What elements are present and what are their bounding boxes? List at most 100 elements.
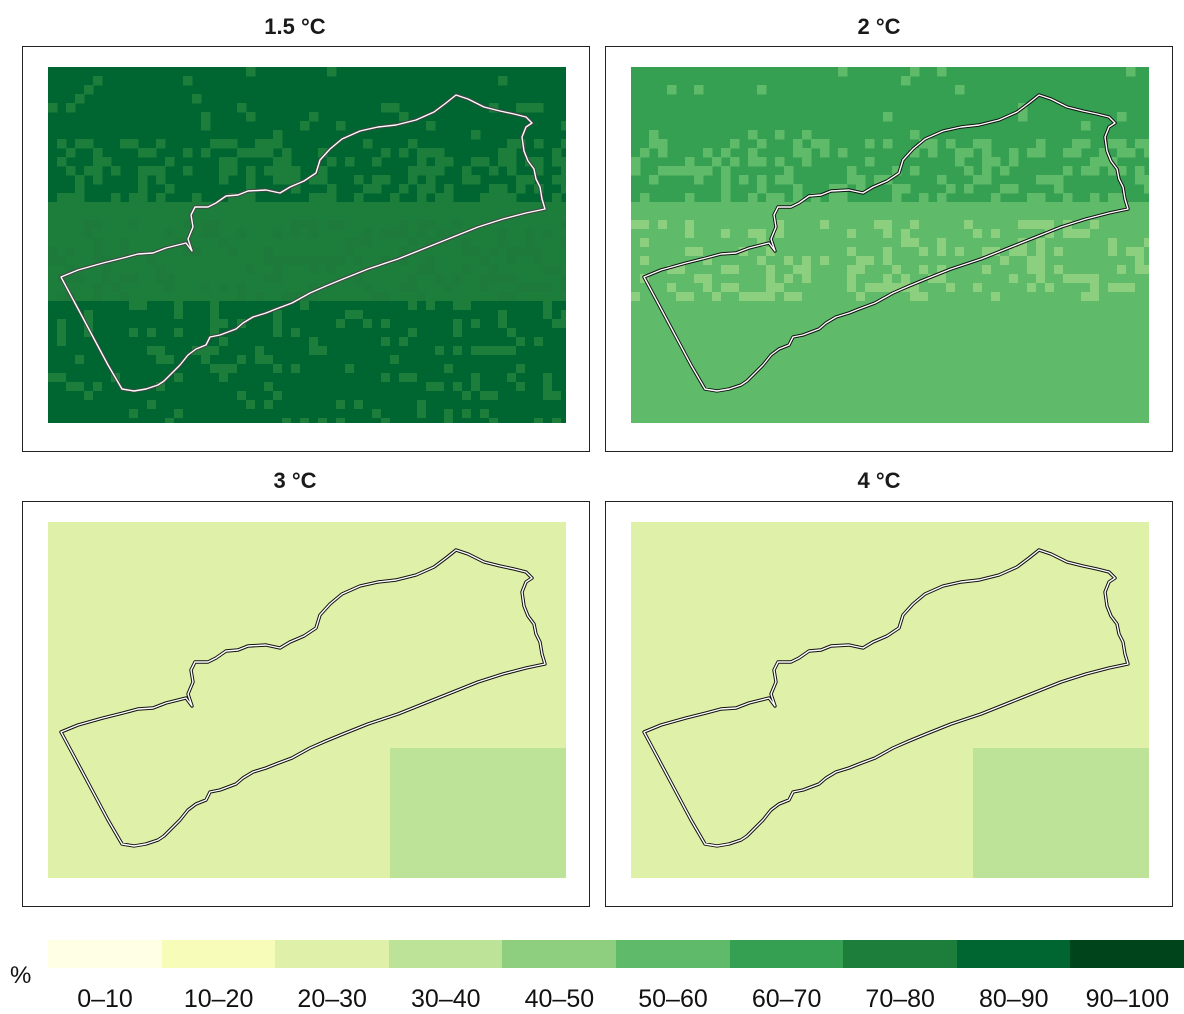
grid-cell (291, 373, 301, 383)
grid-cell (928, 211, 938, 221)
grid-cell (120, 310, 130, 320)
grid-cell (48, 337, 58, 347)
grid-cell (165, 238, 175, 248)
grid-cell (784, 346, 794, 356)
grid-cell (264, 409, 274, 419)
grid-cell (489, 256, 499, 266)
grid-cell (93, 373, 103, 383)
grid-cell (892, 283, 902, 293)
grid-cell (1045, 346, 1055, 356)
grid-cell (408, 328, 418, 338)
grid-cell (525, 265, 535, 275)
grid-cell (129, 229, 139, 239)
grid-cell (1027, 283, 1037, 293)
grid-cell (138, 382, 148, 392)
grid-cell (865, 328, 875, 338)
grid-cell (1108, 139, 1118, 149)
grid-cell (649, 391, 659, 401)
grid-cell (919, 346, 929, 356)
grid-cell (829, 418, 839, 423)
grid-cell (507, 310, 517, 320)
grid-cell (75, 202, 85, 212)
grid-cell (84, 400, 94, 410)
grid-cell (273, 274, 283, 284)
grid-cell (453, 238, 463, 248)
grid-cell (480, 229, 490, 239)
grid-cell (928, 274, 938, 284)
grid-cell (210, 229, 220, 239)
grid-cell (399, 202, 409, 212)
grid-cell (345, 373, 355, 383)
grid-cell (1090, 229, 1100, 239)
grid-cell (156, 337, 166, 347)
grid-cell (865, 157, 875, 167)
grid-cell (640, 328, 650, 338)
grid-cell (210, 409, 220, 419)
grid-cell (102, 229, 112, 239)
grid-cell (1090, 310, 1100, 320)
grid-cell (381, 238, 391, 248)
grid-cell (417, 328, 427, 338)
grid-cell (192, 310, 202, 320)
grid-cell (658, 409, 668, 419)
grid-cell (246, 310, 256, 320)
grid-cell (640, 373, 650, 383)
grid-cell (498, 409, 508, 419)
grid-cell (381, 175, 391, 185)
grid-cell (1045, 418, 1055, 423)
grid-cell (372, 409, 382, 419)
grid-cell (381, 256, 391, 266)
grid-cell (1108, 355, 1118, 365)
grid-cell (991, 238, 1001, 248)
grid-cell (183, 319, 193, 329)
grid-cell (919, 328, 929, 338)
grid-cell (399, 265, 409, 275)
grid-cell (48, 274, 58, 284)
grid-cell (111, 319, 121, 329)
grid-cell (829, 391, 839, 401)
grid-cell (390, 409, 400, 419)
grid-cell (345, 301, 355, 311)
grid-cell (928, 292, 938, 302)
grid-cell (219, 238, 229, 248)
grid-cell (901, 355, 911, 365)
grid-cell (84, 409, 94, 419)
grid-cell (649, 238, 659, 248)
grid-cell (811, 373, 821, 383)
grid-cell (363, 238, 373, 248)
grid-cell (228, 274, 238, 284)
grid-cell (192, 94, 202, 104)
grid-cell (1027, 355, 1037, 365)
grid-cell (946, 382, 956, 392)
grid-cell (1000, 310, 1010, 320)
grid-cell (201, 301, 211, 311)
grid-cell (838, 67, 848, 77)
grid-cell (1027, 310, 1037, 320)
grid-cell (354, 337, 364, 347)
grid-cell (84, 211, 94, 221)
grid-cell (480, 337, 490, 347)
grid-cell (84, 292, 94, 302)
grid-cell (991, 193, 1001, 203)
grid-cell (631, 301, 641, 311)
grid-cell (291, 391, 301, 401)
legend-swatch (616, 940, 731, 968)
grid-cell (946, 274, 956, 284)
grid-cell (516, 364, 526, 374)
grid-cell (982, 301, 992, 311)
grid-cell (955, 373, 965, 383)
grid-cell (363, 283, 373, 293)
grid-cell (129, 211, 139, 221)
grid-cell (748, 409, 758, 419)
grid-cell (739, 256, 749, 266)
grid-cell (291, 184, 301, 194)
grid-cell (748, 391, 758, 401)
grid-cell (820, 391, 830, 401)
grid-cell (1144, 355, 1149, 365)
grid-cell (309, 274, 319, 284)
grid-cell (829, 202, 839, 212)
grid-cell (856, 418, 866, 423)
grid-cell (1063, 400, 1073, 410)
grid-cell (93, 211, 103, 221)
grid-cell (426, 274, 436, 284)
